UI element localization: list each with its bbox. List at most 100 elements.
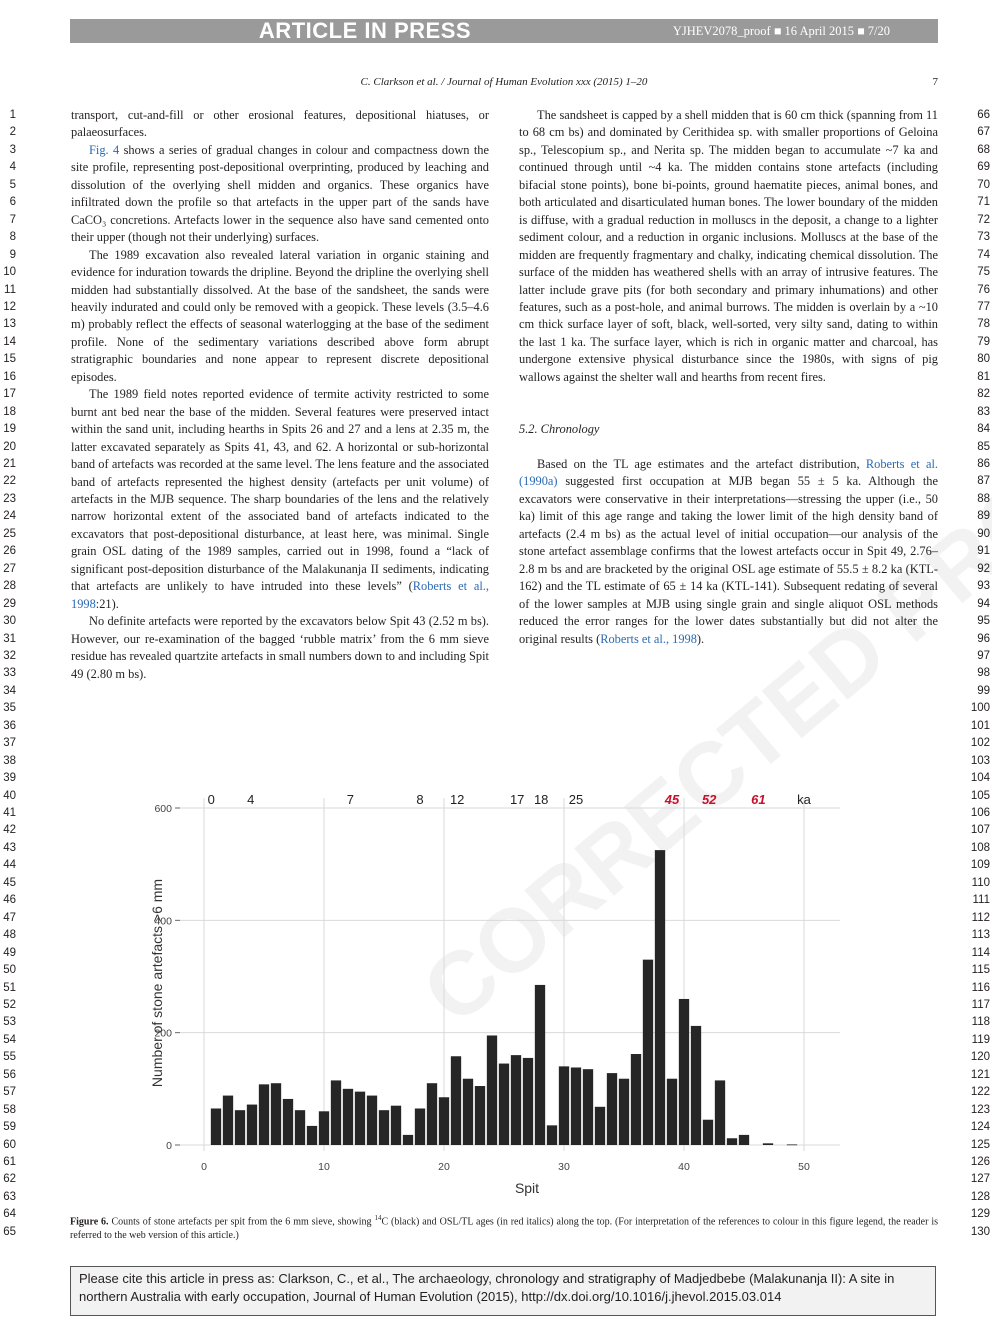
bar-spit-31 bbox=[570, 1067, 582, 1145]
line-number: 124 bbox=[970, 1121, 990, 1134]
right-paragraph-1: The sandsheet is capped by a shell midde… bbox=[519, 108, 938, 384]
line-number: 130 bbox=[970, 1225, 990, 1238]
bar-spit-32 bbox=[582, 1069, 594, 1145]
chart-bars bbox=[210, 850, 798, 1146]
roberts-1990a-link[interactable]: Roberts et al. (1990a) bbox=[519, 457, 938, 489]
line-number: 100 bbox=[970, 702, 990, 715]
line-number: 83 bbox=[977, 405, 990, 418]
bar-spit-43 bbox=[714, 1080, 726, 1145]
line-number: 91 bbox=[977, 545, 990, 558]
bar-spit-3 bbox=[234, 1110, 246, 1145]
bar-spit-1 bbox=[210, 1108, 222, 1145]
line-number: 38 bbox=[3, 754, 16, 767]
x-tick-label: 20 bbox=[438, 1161, 450, 1173]
line-number: 129 bbox=[970, 1208, 990, 1221]
bar-spit-22 bbox=[462, 1078, 474, 1145]
line-number: 126 bbox=[970, 1156, 990, 1168]
line-number: 21 bbox=[3, 458, 16, 470]
age-label-14c: 4 bbox=[247, 792, 254, 807]
line-number: 88 bbox=[977, 492, 990, 505]
bar-spit-28 bbox=[534, 984, 546, 1145]
line-number: 22 bbox=[3, 475, 16, 488]
line-number: 57 bbox=[3, 1086, 16, 1099]
bar-spit-47 bbox=[762, 1143, 774, 1145]
line-number: 36 bbox=[3, 719, 16, 732]
bar-spit-24 bbox=[486, 1035, 498, 1145]
bar-spit-29 bbox=[546, 1125, 558, 1145]
line-number: 61 bbox=[3, 1156, 16, 1168]
line-number: 13 bbox=[3, 318, 16, 331]
line-number: 16 bbox=[3, 370, 16, 383]
line-number: 81 bbox=[977, 370, 990, 383]
line-number: 30 bbox=[3, 615, 16, 628]
chart-age-labels: 0 4 7 8 12 17 18 25 45 52 61 ka bbox=[208, 792, 812, 807]
line-number: 85 bbox=[977, 440, 990, 453]
bar-spit-9 bbox=[306, 1125, 318, 1145]
line-number: 102 bbox=[970, 737, 990, 750]
caption-label: Figure 6. bbox=[70, 1216, 109, 1228]
right-paragraph-2b: suggested first occupation at MJB began … bbox=[519, 474, 938, 646]
roberts-1998-link[interactable]: Roberts et al., 1998 bbox=[71, 579, 489, 611]
bar-spit-27 bbox=[522, 1057, 534, 1145]
line-number: 96 bbox=[977, 632, 990, 645]
banner-title: ARTICLE IN PRESS bbox=[258, 18, 472, 43]
line-number: 3 bbox=[9, 143, 16, 156]
fig4-link[interactable]: Fig. 4 bbox=[89, 142, 120, 157]
line-number: 107 bbox=[970, 824, 990, 837]
line-number: 48 bbox=[3, 929, 16, 942]
line-number: 39 bbox=[3, 772, 16, 785]
line-number: 32 bbox=[3, 649, 16, 662]
bar-spit-15 bbox=[378, 1110, 390, 1145]
caption-isotope: 14 bbox=[374, 1214, 382, 1222]
line-number: 71 bbox=[977, 196, 990, 209]
artefact-count-bar-chart: 0 200 400 600 0 10 20 30 40 50 0 4 7 8 12 17 18 25 45 52 61… bbox=[149, 792, 840, 1196]
bar-spit-34 bbox=[606, 1073, 618, 1145]
line-number: 125 bbox=[970, 1138, 990, 1151]
line-number: 47 bbox=[3, 911, 16, 924]
right-paragraph-2a: Based on the TL age estimates and the ar… bbox=[537, 457, 866, 472]
line-number: 52 bbox=[3, 998, 16, 1011]
line-number: 20 bbox=[3, 440, 16, 453]
line-number: 106 bbox=[970, 807, 990, 819]
line-number: 49 bbox=[3, 946, 16, 959]
line-number: 2 bbox=[9, 126, 16, 139]
bar-spit-38 bbox=[654, 850, 666, 1145]
bar-spit-10 bbox=[318, 1111, 330, 1145]
line-number: 18 bbox=[3, 405, 16, 418]
line-number: 66 bbox=[977, 109, 990, 121]
left-paragraph-1: transport, cut-and-fill or other erosion… bbox=[71, 108, 489, 140]
line-number: 116 bbox=[971, 981, 990, 994]
line-number: 23 bbox=[3, 492, 16, 505]
line-number: 98 bbox=[977, 667, 990, 680]
bar-spit-37 bbox=[642, 959, 654, 1145]
line-number: 25 bbox=[3, 527, 16, 540]
bar-spit-4 bbox=[246, 1104, 258, 1145]
age-label-14c: 0 bbox=[208, 792, 215, 807]
bar-spit-19 bbox=[426, 1083, 438, 1145]
x-tick-label: 0 bbox=[201, 1161, 207, 1173]
line-number: 55 bbox=[3, 1051, 16, 1064]
line-number: 115 bbox=[971, 964, 990, 977]
line-number: 63 bbox=[3, 1190, 16, 1203]
bar-spit-12 bbox=[342, 1088, 354, 1145]
chart-axes: 0 200 400 600 0 10 20 30 40 50 bbox=[154, 803, 810, 1173]
bar-spit-33 bbox=[594, 1106, 606, 1145]
line-number: 19 bbox=[3, 423, 16, 436]
line-number: 87 bbox=[977, 475, 990, 488]
age-unit-label: ka bbox=[797, 792, 812, 807]
line-number: 127 bbox=[970, 1173, 990, 1186]
bar-spit-41 bbox=[690, 1025, 702, 1145]
line-number: 78 bbox=[977, 318, 990, 331]
age-label-14c: 17 bbox=[510, 792, 524, 807]
line-number: 72 bbox=[977, 213, 990, 226]
left-paragraph-3: The 1989 excavation also revealed latera… bbox=[71, 247, 489, 384]
age-label-14c: 8 bbox=[416, 792, 423, 807]
line-number: 110 bbox=[971, 876, 990, 889]
line-number: 86 bbox=[977, 458, 990, 470]
roberts-1998-link-2[interactable]: Roberts et al., 1998 bbox=[600, 631, 697, 646]
line-number: 44 bbox=[3, 859, 16, 872]
left-paragraph-4-end: :21). bbox=[95, 596, 119, 611]
bar-spit-39 bbox=[666, 1078, 678, 1145]
line-number: 5 bbox=[9, 178, 16, 191]
line-number: 73 bbox=[977, 231, 990, 244]
